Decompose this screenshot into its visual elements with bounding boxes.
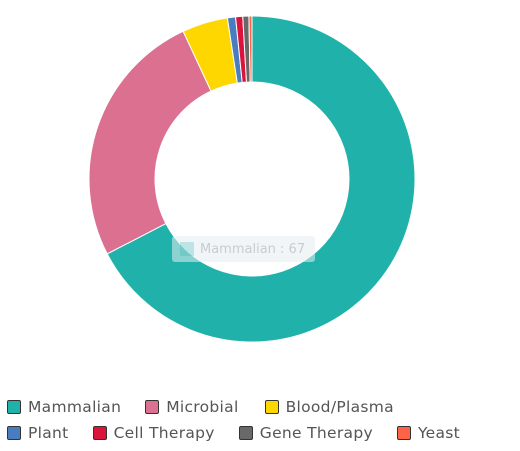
legend-label-cell-therapy: Cell Therapy bbox=[113, 424, 215, 442]
legend-swatch-cell-therapy bbox=[92, 426, 107, 440]
tooltip-swatch bbox=[180, 242, 194, 256]
legend-label-gene-therapy: Gene Therapy bbox=[259, 424, 373, 442]
donut-chart-svg bbox=[88, 15, 416, 343]
donut-chart: Mammalian : 67 bbox=[88, 15, 416, 343]
legend-row-2: Plant Cell Therapy Gene Therapy Yeast bbox=[0, 420, 520, 446]
legend-label-mammalian: Mammalian bbox=[28, 398, 122, 416]
legend-item-cell-therapy[interactable]: Cell Therapy bbox=[92, 424, 215, 442]
chart-legend: Mammalian Microbial Blood/Plasma Plant C… bbox=[0, 394, 520, 446]
legend-swatch-yeast bbox=[396, 426, 411, 440]
legend-swatch-plant bbox=[7, 426, 21, 440]
legend-swatch-blood-plasma bbox=[264, 400, 279, 414]
legend-item-plant[interactable]: Plant bbox=[7, 424, 69, 442]
legend-item-microbial[interactable]: Microbial bbox=[145, 398, 238, 416]
legend-label-microbial: Microbial bbox=[166, 398, 239, 416]
legend-label-yeast: Yeast bbox=[417, 424, 461, 442]
legend-swatch-gene-therapy bbox=[238, 426, 253, 440]
tooltip-text: Mammalian : 67 bbox=[200, 241, 306, 257]
legend-swatch-microbial bbox=[145, 400, 160, 414]
legend-item-gene-therapy[interactable]: Gene Therapy bbox=[238, 424, 373, 442]
chart-tooltip: Mammalian : 67 bbox=[172, 236, 316, 262]
legend-item-mammalian[interactable]: Mammalian bbox=[7, 398, 121, 416]
legend-label-plant: Plant bbox=[28, 424, 69, 442]
legend-item-blood-plasma[interactable]: Blood/Plasma bbox=[264, 398, 394, 416]
slice-microbial[interactable] bbox=[88, 30, 212, 255]
legend-item-yeast[interactable]: Yeast bbox=[396, 424, 461, 442]
slice-yeast[interactable] bbox=[248, 15, 253, 83]
legend-swatch-mammalian bbox=[7, 400, 21, 414]
legend-row-1: Mammalian Microbial Blood/Plasma bbox=[0, 394, 520, 420]
legend-label-blood-plasma: Blood/Plasma bbox=[285, 398, 394, 416]
